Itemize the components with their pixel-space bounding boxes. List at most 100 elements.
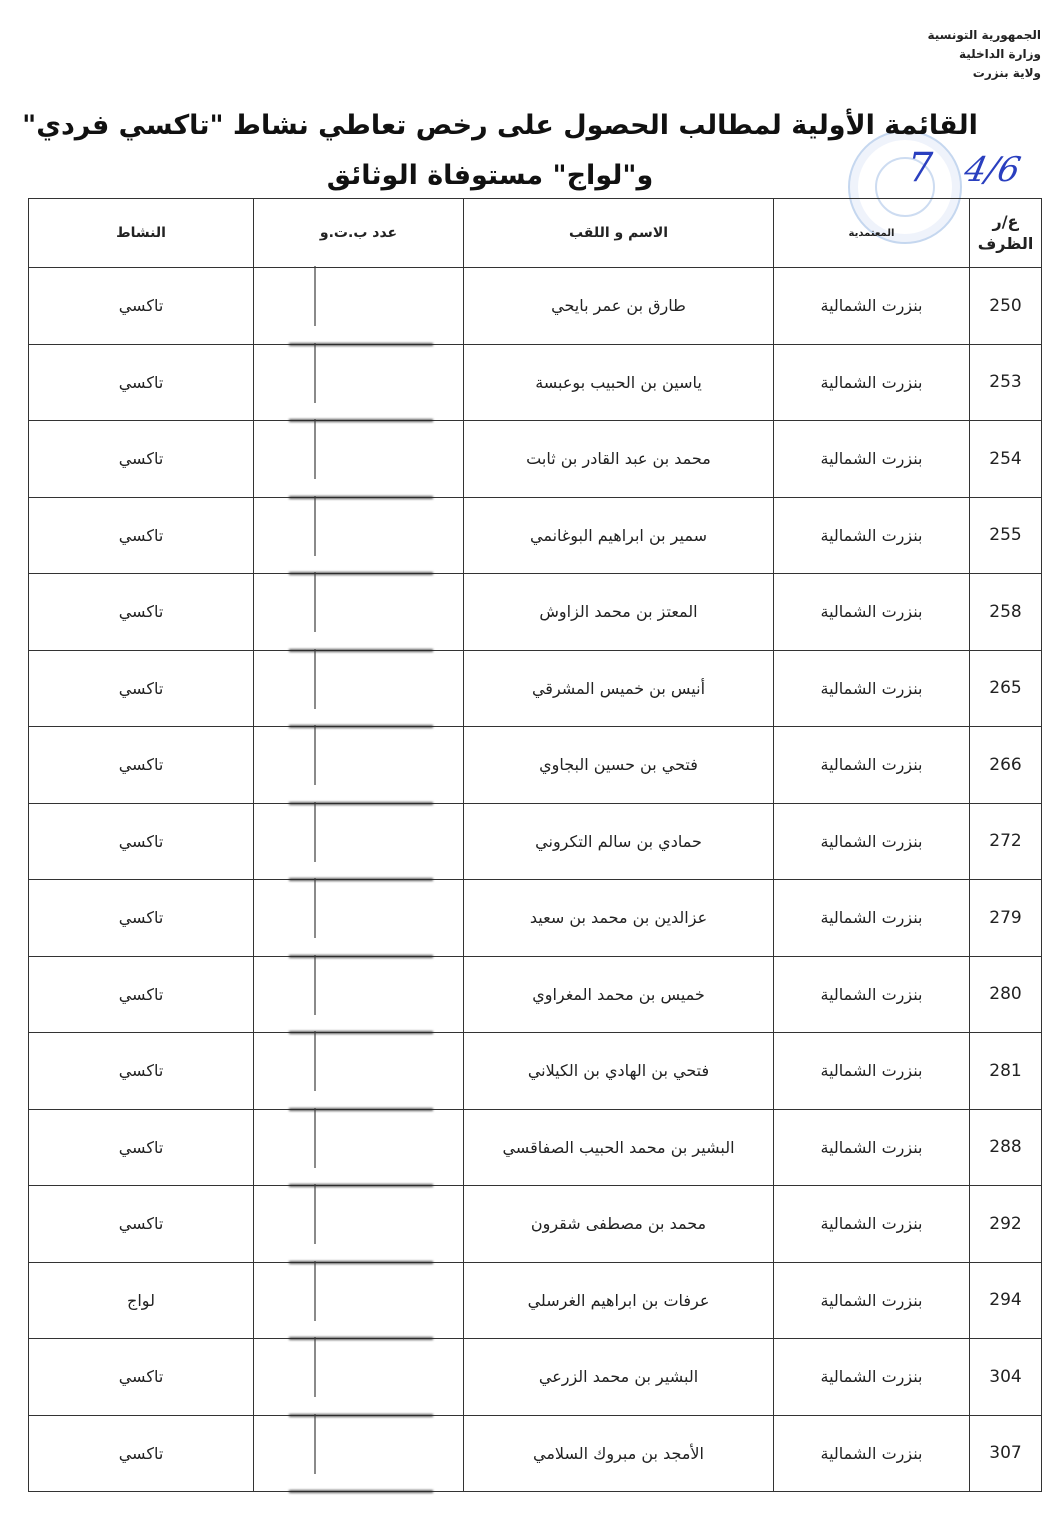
- governorate-label: ولاية بنزرت: [972, 66, 1041, 80]
- cell-activity: تاكسي: [28, 496, 254, 574]
- column-header-name: الاسم و اللقب: [463, 198, 774, 268]
- table-row: 253 بنزرت الشمالية ياسين بن الحبيب بوعبسة ت…: [28, 342, 1042, 421]
- cell-activity: تاكسي: [28, 1032, 254, 1110]
- redaction-mark: [254, 495, 463, 574]
- cell-activity: تاكسي: [28, 802, 254, 880]
- redaction-mark: [254, 878, 463, 956]
- handwritten-page-number: 4/6: [960, 150, 1024, 190]
- cell-id-redacted: [253, 801, 464, 880]
- cell-number: 292: [969, 1185, 1042, 1263]
- cell-name: البشير بن محمد الحبيب الصفاقسي: [463, 1108, 774, 1186]
- cell-name: سمير بن ابراهيم البوغانمي: [463, 496, 774, 574]
- redaction-mark: [254, 266, 463, 344]
- column-header-number: ع/ر الظرف: [969, 198, 1042, 268]
- cell-delegation: بنزرت الشمالية: [773, 1338, 970, 1416]
- cell-delegation: بنزرت الشمالية: [773, 496, 970, 574]
- cell-number: 250: [969, 267, 1042, 345]
- cell-activity: تاكسي: [28, 1414, 254, 1492]
- cell-delegation: بنزرت الشمالية: [773, 649, 970, 727]
- applicants-table: ع/ر الظرف المعتمدية الاسم و اللقب عدد ب.…: [28, 198, 1042, 1492]
- ministry-label: وزارة الداخلية: [958, 47, 1041, 61]
- redaction-mark: [254, 801, 463, 880]
- cell-id-redacted: [253, 954, 464, 1033]
- cell-name: خميس بن محمد المغراوي: [463, 955, 774, 1033]
- redaction-mark: [254, 725, 463, 803]
- cell-id-redacted: [253, 1107, 464, 1186]
- cell-name: عرفات بن ابراهيم الغرسلي: [463, 1261, 774, 1339]
- table-row: 272 بنزرت الشمالية حمادي بن سالم التكروني ت…: [28, 801, 1042, 880]
- cell-number: 253: [969, 343, 1042, 421]
- republic-label: الجمهورية التونسية: [927, 28, 1041, 42]
- cell-activity: تاكسي: [28, 573, 254, 651]
- cell-name: الأمجد بن مبروك السلامي: [463, 1414, 774, 1492]
- cell-id-redacted: [253, 342, 464, 421]
- cell-delegation: بنزرت الشمالية: [773, 1261, 970, 1339]
- redaction-mark: [254, 1260, 463, 1339]
- cell-number: 272: [969, 802, 1042, 880]
- cell-number: 266: [969, 726, 1042, 804]
- cell-activity: تاكسي: [28, 726, 254, 804]
- handwritten-mark: 7: [908, 145, 934, 191]
- document-title-line-1: القائمة الأولية لمطالب الحصول على رخص تع…: [22, 110, 978, 141]
- table-row: 266 بنزرت الشمالية فتحي بن حسين البجاوي تاك…: [28, 725, 1042, 804]
- cell-delegation: بنزرت الشمالية: [773, 1414, 970, 1492]
- cell-name: المعتز بن محمد الزاوش: [463, 573, 774, 651]
- cell-name: أنيس بن خميس المشرقي: [463, 649, 774, 727]
- cell-id-redacted: [253, 725, 464, 804]
- cell-id-redacted: [253, 419, 464, 498]
- cell-name: البشير بن محمد الزرعي: [463, 1338, 774, 1416]
- table-row: 280 بنزرت الشمالية خميس بن محمد المغراوي تا…: [28, 954, 1042, 1033]
- cell-activity: تاكسي: [28, 1185, 254, 1263]
- cell-delegation: بنزرت الشمالية: [773, 1032, 970, 1110]
- table-header-row: ع/ر الظرف المعتمدية الاسم و اللقب عدد ب.…: [28, 198, 1042, 268]
- table-row: 281 بنزرت الشمالية فتحي بن الهادي بن الكيل…: [28, 1031, 1042, 1110]
- cell-name: ياسين بن الحبيب بوعبسة: [463, 343, 774, 421]
- table-row: 258 بنزرت الشمالية المعتز بن محمد الزاوش تا…: [28, 572, 1042, 651]
- cell-activity: تاكسي: [28, 879, 254, 957]
- table-row: 307 بنزرت الشمالية الأمجد بن مبروك السلامي…: [28, 1413, 1042, 1492]
- cell-delegation: بنزرت الشمالية: [773, 1185, 970, 1263]
- cell-number: 258: [969, 573, 1042, 651]
- table-row: 255 بنزرت الشمالية سمير بن ابراهيم البوغان…: [28, 495, 1042, 574]
- cell-id-redacted: [253, 495, 464, 574]
- redaction-mark: [254, 1107, 463, 1186]
- cell-id-redacted: [253, 1260, 464, 1339]
- cell-activity: تاكسي: [28, 649, 254, 727]
- table-row: 294 بنزرت الشمالية عرفات بن ابراهيم الغرسل…: [28, 1260, 1042, 1339]
- cell-number: 294: [969, 1261, 1042, 1339]
- redaction-mark: [254, 1337, 463, 1415]
- table-row: 288 بنزرت الشمالية البشير بن محمد الحبيب ا…: [28, 1107, 1042, 1186]
- redaction-mark: [254, 572, 463, 650]
- cell-name: محمد بن عبد القادر بن ثابت: [463, 420, 774, 498]
- cell-name: طارق بن عمر بايحي: [463, 267, 774, 345]
- issuing-authority: الجمهورية التونسية وزارة الداخلية ولاية …: [927, 26, 1041, 83]
- redaction-mark: [254, 419, 463, 497]
- cell-id-redacted: [253, 1031, 464, 1110]
- cell-name: فتحي بن الهادي بن الكيلاني: [463, 1032, 774, 1110]
- cell-name: فتحي بن حسين البجاوي: [463, 726, 774, 804]
- cell-number: 281: [969, 1032, 1042, 1110]
- cell-activity: تاكسي: [28, 343, 254, 421]
- cell-name: حمادي بن سالم التكروني: [463, 802, 774, 880]
- table-row: 254 بنزرت الشمالية محمد بن عبد القادر بن ث…: [28, 419, 1042, 498]
- cell-activity: تاكسي: [28, 267, 254, 345]
- redaction-mark: [254, 954, 463, 1033]
- cell-id-redacted: [253, 878, 464, 957]
- column-header-id: عدد ب.ت.و: [253, 198, 464, 268]
- cell-id-redacted: [253, 1184, 464, 1263]
- cell-number: 265: [969, 649, 1042, 727]
- cell-delegation: بنزرت الشمالية: [773, 420, 970, 498]
- cell-delegation: بنزرت الشمالية: [773, 802, 970, 880]
- cell-number: 307: [969, 1414, 1042, 1492]
- column-header-delegation: المعتمدية: [773, 198, 970, 268]
- redaction-mark: [254, 1184, 463, 1262]
- table-row: 304 بنزرت الشمالية البشير بن محمد الزرعي تا…: [28, 1337, 1042, 1416]
- cell-activity: لواج: [28, 1261, 254, 1339]
- cell-delegation: بنزرت الشمالية: [773, 343, 970, 421]
- redaction-mark: [254, 648, 463, 727]
- cell-id-redacted: [253, 572, 464, 651]
- table-row: 250 بنزرت الشمالية طارق بن عمر بايحي تاكسي: [28, 266, 1042, 345]
- cell-number: 304: [969, 1338, 1042, 1416]
- redaction-mark: [254, 1031, 463, 1109]
- redaction-mark: [254, 1413, 463, 1492]
